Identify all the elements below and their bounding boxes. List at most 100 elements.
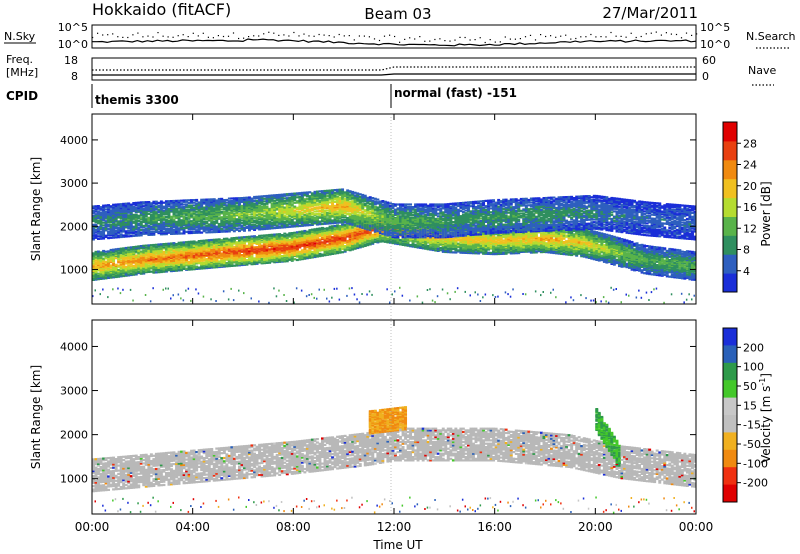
heatmap-cell <box>356 237 360 240</box>
heatmap-cell <box>159 200 163 203</box>
heatmap-cell <box>321 192 324 195</box>
heatmap-cell <box>273 202 277 205</box>
heatmap-cell <box>346 201 350 204</box>
heatmap-cell <box>248 201 251 204</box>
heatmap-cell <box>122 210 126 213</box>
heatmap-cell <box>298 199 302 203</box>
heatmap-cell <box>102 252 106 255</box>
heatmap-cell <box>336 221 340 224</box>
heatmap-cell <box>207 201 211 204</box>
heatmap-cell <box>154 222 158 226</box>
heatmap-cell <box>175 247 179 250</box>
heatmap-cell <box>114 263 118 266</box>
heatmap-cell <box>331 237 335 240</box>
heatmap-cell <box>341 231 345 234</box>
heatmap-cell <box>275 207 279 210</box>
heatmap-cell <box>129 246 133 249</box>
heatmap-cell <box>99 214 103 217</box>
heatmap-cell <box>187 254 191 257</box>
heatmap-cell <box>102 229 106 232</box>
heatmap-cell <box>346 207 350 210</box>
heatmap-cell <box>220 204 224 207</box>
heatmap-cell <box>280 250 284 253</box>
heatmap-cell <box>142 230 146 233</box>
heatmap-cell <box>238 207 241 210</box>
heatmap-cell <box>230 214 234 217</box>
heatmap-cell <box>278 253 282 256</box>
heatmap-cell <box>248 204 251 207</box>
heatmap-cell <box>94 253 98 256</box>
heatmap-cell <box>353 191 357 194</box>
heatmap-cell <box>217 207 221 210</box>
heatmap-cell <box>258 234 262 237</box>
heatmap-cell <box>215 211 219 214</box>
heatmap-cell <box>285 249 289 252</box>
nsearch-point <box>248 36 250 38</box>
heatmap-cell <box>353 217 357 221</box>
heatmap-cell <box>321 196 324 199</box>
heatmap-cell <box>280 245 284 248</box>
heatmap-cell <box>117 223 121 226</box>
heatmap-cell <box>197 245 201 248</box>
heatmap-cell <box>358 224 362 227</box>
heatmap-cell <box>310 244 314 247</box>
heatmap-cell <box>310 243 314 246</box>
heatmap-cell <box>245 226 249 229</box>
heatmap-cell <box>270 194 274 197</box>
heatmap-cell <box>293 224 297 227</box>
heatmap-cell <box>275 221 279 224</box>
heatmap-cell <box>124 213 128 216</box>
heatmap-cell <box>167 211 171 215</box>
heatmap-cell <box>232 245 236 248</box>
heatmap-cell <box>99 208 103 211</box>
heatmap-cell <box>167 214 171 217</box>
heatmap-cell <box>298 211 302 214</box>
heatmap-cell <box>280 234 284 237</box>
heatmap-cell <box>323 200 327 203</box>
heatmap-cell <box>361 235 365 238</box>
nsky-tick-top: 10^5 <box>58 21 88 34</box>
heatmap-cell <box>258 261 262 264</box>
heatmap-cell <box>149 249 153 252</box>
heatmap-cell <box>273 208 277 211</box>
heatmap-cell <box>127 259 131 263</box>
heatmap-cell <box>248 210 251 213</box>
heatmap-cell <box>235 222 239 225</box>
heatmap-cell <box>245 252 249 255</box>
heatmap-cell <box>356 208 360 211</box>
heatmap-cell <box>210 227 214 230</box>
heatmap-cell <box>253 239 257 242</box>
heatmap-cell <box>205 226 209 229</box>
heatmap-cell <box>270 218 274 221</box>
heatmap-cell <box>240 210 244 213</box>
heatmap-cell <box>275 220 279 223</box>
heatmap-cell <box>109 209 113 212</box>
heatmap-cell <box>172 199 176 203</box>
heatmap-cell <box>260 208 264 211</box>
heatmap-cell <box>288 220 292 223</box>
heatmap-cell <box>253 224 257 227</box>
heatmap-cell <box>348 238 352 241</box>
heatmap-cell <box>300 253 304 256</box>
heatmap-cell <box>316 212 319 216</box>
heatmap-cell <box>152 204 156 207</box>
heatmap-cell <box>99 219 103 222</box>
heatmap-cell <box>321 200 324 203</box>
heatmap-cell <box>92 238 95 241</box>
cpid-label: CPID <box>6 89 38 103</box>
heatmap-cell <box>333 191 337 194</box>
heatmap-cell <box>333 196 337 200</box>
heatmap-cell <box>323 203 327 206</box>
heatmap-cell <box>227 226 231 229</box>
heatmap-cell <box>112 219 116 222</box>
heatmap-cell <box>147 254 151 257</box>
heatmap-cell <box>129 269 133 272</box>
heatmap-cell <box>348 207 352 210</box>
heatmap-cell <box>250 247 254 250</box>
heatmap-cell <box>99 237 103 240</box>
heatmap-cell <box>351 197 355 200</box>
heatmap-cell <box>348 190 352 193</box>
heatmap-cell <box>142 219 146 222</box>
heatmap-cell <box>293 225 297 228</box>
heatmap-cell <box>255 241 259 244</box>
